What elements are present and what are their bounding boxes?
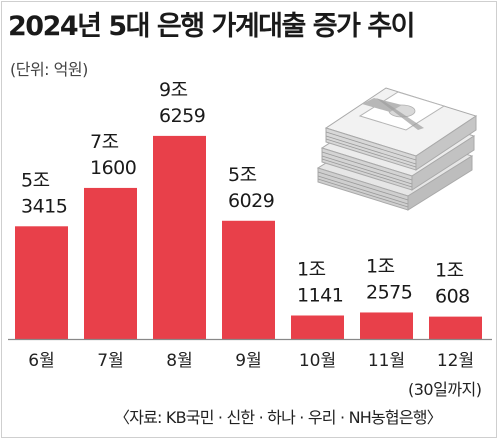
bar-value-label: 608 [435,286,470,308]
money-stack-icon [316,87,478,211]
category-label: 6월 [28,351,54,371]
category-label: 9월 [235,351,261,371]
category-label: 12월 [437,351,474,371]
bar-12월 [429,316,482,339]
category-label: 11월 [368,351,405,371]
bar-10월 [291,315,344,339]
bar-value-label: 3415 [21,195,67,217]
bar-value-label: 9조 [159,79,188,101]
bar-value-label: 6029 [228,190,274,212]
bar-value-label: 5조 [21,169,50,191]
bar-value-label: 7조 [90,131,119,153]
category-label: 7월 [97,351,123,371]
bar-value-label: 1조 [435,260,464,282]
bar-value-label: 2575 [366,281,412,303]
category-label: 10월 [299,351,336,371]
bar-value-label: 1조 [366,255,395,277]
bar-11월 [360,312,413,339]
bar-value-label: 1141 [297,284,343,306]
bar-9월 [222,220,275,339]
unit-label: (단위: 억원) [10,60,88,79]
source-note: 〈자료: KB국민 · 신한 · 하나 · 우리 · NH농협은행〉 [114,408,443,427]
category-label: 8월 [166,351,192,371]
december-note: (30일까지) [408,380,482,399]
bar-value-label: 1600 [90,157,136,179]
bar-value-label: 6259 [159,105,205,127]
bar-7월 [84,187,137,339]
bar-6월 [15,226,68,339]
bar-value-label: 1조 [297,258,326,280]
bar-value-label: 5조 [228,164,257,186]
chart-title: 2024년 5대 은행 가계대출 증가 추이 [8,11,416,42]
bar-8월 [153,135,206,339]
